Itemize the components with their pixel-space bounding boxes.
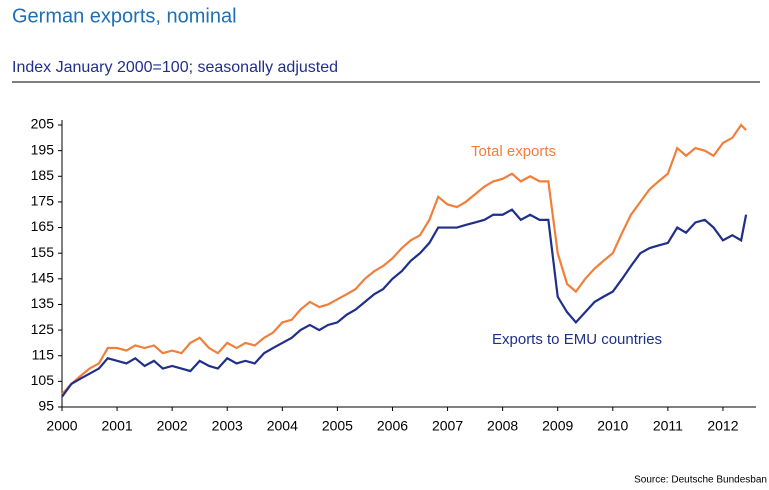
annotation: Total exports: [471, 143, 556, 160]
x-tick-label: 2010: [597, 418, 628, 434]
y-tick-label: 155: [31, 244, 55, 260]
x-tick-label: 2001: [102, 418, 133, 434]
chart-subtitle: Index January 2000=100; seasonally adjus…: [12, 59, 338, 76]
x-tick-label: 2011: [653, 418, 683, 434]
x-tick-label: 2012: [707, 418, 738, 434]
x-tick-label: 2004: [267, 418, 298, 434]
line: [61, 123, 747, 395]
x-tick-label: 2006: [377, 418, 408, 434]
y-tick-label: 165: [31, 218, 55, 234]
y-tick-label: 205: [31, 116, 55, 132]
y-tick-label: 125: [31, 321, 55, 337]
line: [61, 208, 748, 398]
y-tick-label: 95: [38, 398, 54, 414]
source: Source: Deutsche Bundesban: [634, 475, 767, 486]
x-tick-label: 2007: [432, 418, 463, 434]
x-tick-label: 2005: [322, 418, 353, 434]
y-tick-label: 145: [31, 270, 55, 286]
y-tick-label: 135: [31, 295, 55, 311]
y-tick-label: 115: [32, 346, 55, 362]
annotation: Exports to EMU countries: [492, 331, 662, 348]
x-tick-label: 2000: [46, 418, 77, 434]
y-tick-label: 185: [31, 167, 55, 183]
y-tick-label: 105: [31, 372, 55, 388]
y-tick-label: 195: [31, 141, 55, 157]
x-tick-label: 2003: [212, 418, 243, 434]
x-tick-label: 2008: [487, 418, 518, 434]
x-tick-label: 2002: [157, 418, 188, 434]
x-tick-label: 2009: [542, 418, 573, 434]
y-tick-label: 175: [31, 193, 55, 209]
chart-title: German exports, nominal: [12, 5, 237, 27]
